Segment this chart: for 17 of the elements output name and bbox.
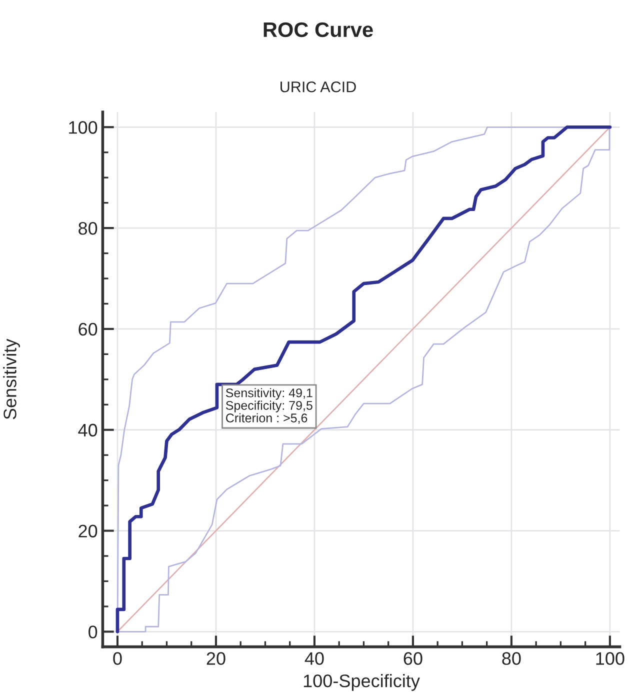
y-axis-title: Sensitivity xyxy=(3,338,20,420)
y-tick-label: 80 xyxy=(78,222,98,235)
y-tick-label: 40 xyxy=(78,424,98,437)
y-tick-label: 60 xyxy=(78,322,98,336)
chart-title: ROC Curve xyxy=(264,22,373,38)
y-tick-label: 20 xyxy=(78,524,98,538)
x-tick-label: 0 xyxy=(113,652,122,665)
chart-subtitle: URIC ACID xyxy=(280,81,356,92)
x-tick-label: 40 xyxy=(304,652,324,665)
x-tick-label: 60 xyxy=(404,652,422,665)
x-tick-label: 100 xyxy=(596,652,624,665)
x-tick-label: 80 xyxy=(502,652,521,665)
x-tick-label: 20 xyxy=(206,652,226,665)
y-tick-label: 100 xyxy=(69,121,98,134)
y-tick-label: 0 xyxy=(88,626,98,638)
x-axis-title: 100-Specificity xyxy=(304,674,420,691)
annotation: Sensitivity: 49,1 Specificity: 79,5 Criterion : >5,6 xyxy=(226,388,312,424)
